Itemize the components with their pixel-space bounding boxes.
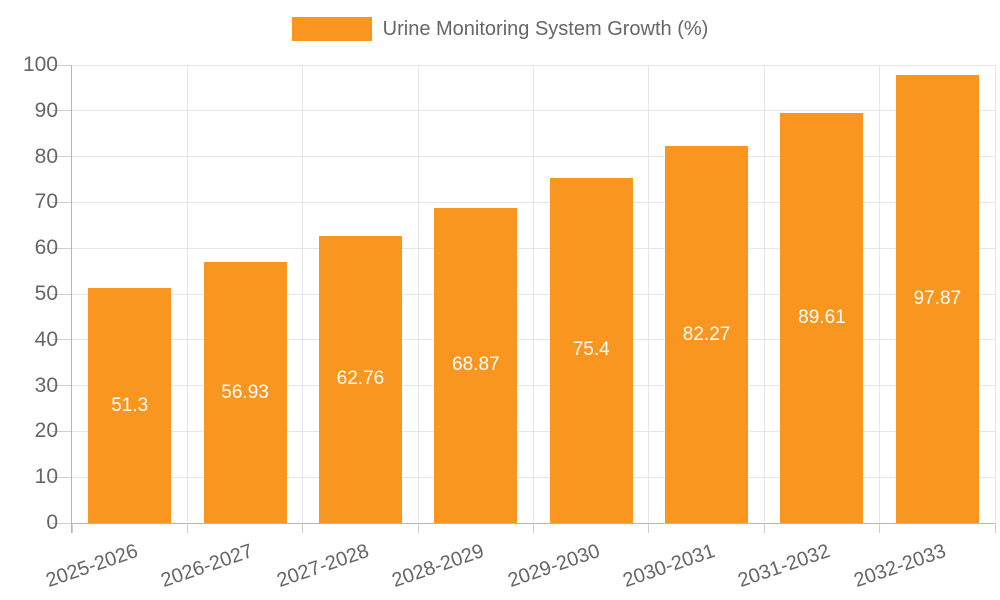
bar-value-label: 97.87 bbox=[913, 287, 962, 309]
y-tick-label: 10 bbox=[34, 465, 58, 489]
x-axis-tick bbox=[648, 523, 650, 533]
y-axis-tick bbox=[52, 156, 72, 158]
x-gridline bbox=[879, 65, 881, 523]
bar-value-label: 62.76 bbox=[336, 368, 385, 390]
y-tick-label: 0 bbox=[46, 511, 58, 534]
bar-value-label: 89.61 bbox=[798, 306, 846, 328]
y-axis-tick bbox=[52, 522, 72, 524]
legend-swatch bbox=[291, 17, 372, 41]
y-tick-label: 60 bbox=[34, 236, 58, 260]
y-tick-label: 30 bbox=[34, 373, 58, 397]
y-axis-tick bbox=[52, 293, 72, 295]
x-tick-label: 2030-2031 bbox=[620, 540, 718, 592]
y-axis-tick bbox=[52, 64, 72, 66]
y-axis-tick bbox=[52, 476, 72, 478]
bar[interactable]: 68.87 bbox=[434, 207, 518, 523]
x-axis-tick bbox=[417, 523, 419, 533]
x-tick-label: 2027-2028 bbox=[273, 540, 372, 592]
x-tick-label: 2026-2027 bbox=[158, 540, 257, 592]
bar[interactable]: 97.87 bbox=[895, 74, 979, 523]
y-axis-tick bbox=[52, 385, 72, 387]
x-gridline bbox=[994, 65, 996, 523]
bar-value-label: 82.27 bbox=[682, 323, 731, 345]
y-axis-tick bbox=[52, 201, 72, 203]
y-tick-label: 40 bbox=[34, 327, 58, 351]
y-axis-line bbox=[71, 65, 72, 533]
bar[interactable]: 89.61 bbox=[780, 112, 864, 523]
x-axis-tick bbox=[302, 523, 304, 533]
x-gridline bbox=[417, 65, 419, 523]
x-tick-label: 2029-2030 bbox=[504, 540, 603, 592]
y-axis-tick bbox=[52, 339, 72, 341]
y-tick-label: 20 bbox=[34, 419, 58, 443]
y-axis-tick bbox=[52, 247, 72, 249]
bar[interactable]: 62.76 bbox=[318, 235, 402, 523]
x-gridline bbox=[648, 65, 650, 523]
bar[interactable]: 56.93 bbox=[203, 262, 287, 523]
x-axis-tick bbox=[186, 523, 188, 533]
bar-value-label: 75.4 bbox=[572, 339, 610, 361]
x-gridline bbox=[186, 65, 188, 523]
x-axis-tick bbox=[533, 523, 534, 533]
x-tick-label: 2025-2026 bbox=[43, 540, 141, 592]
x-axis-tick bbox=[994, 523, 996, 533]
bar[interactable]: 82.27 bbox=[665, 146, 749, 523]
x-gridline bbox=[763, 65, 765, 523]
x-axis-tick bbox=[879, 523, 881, 533]
y-tick-label: 100 bbox=[22, 53, 58, 76]
y-axis-tick bbox=[52, 430, 72, 432]
x-tick-label: 2028-2029 bbox=[389, 540, 487, 592]
legend[interactable]: Urine Monitoring System Growth (%) bbox=[0, 17, 1000, 41]
bar-value-label: 51.3 bbox=[111, 394, 149, 416]
y-axis-tick bbox=[52, 110, 72, 112]
bar-value-label: 68.87 bbox=[452, 354, 500, 376]
bar[interactable]: 51.3 bbox=[88, 288, 172, 523]
x-axis-tick bbox=[71, 523, 73, 533]
x-tick-label: 2032-2033 bbox=[850, 540, 949, 592]
y-tick-label: 80 bbox=[34, 144, 58, 168]
bar[interactable]: 75.4 bbox=[549, 177, 633, 523]
bar-value-label: 56.93 bbox=[221, 381, 269, 403]
x-axis-tick bbox=[763, 523, 765, 533]
legend-label: Urine Monitoring System Growth (%) bbox=[382, 17, 709, 40]
y-tick-label: 50 bbox=[34, 282, 58, 305]
y-tick-label: 90 bbox=[34, 98, 58, 122]
x-tick-label: 2031-2032 bbox=[735, 540, 834, 592]
x-gridline bbox=[302, 65, 304, 523]
y-tick-label: 70 bbox=[34, 190, 58, 214]
x-gridline bbox=[533, 65, 534, 523]
